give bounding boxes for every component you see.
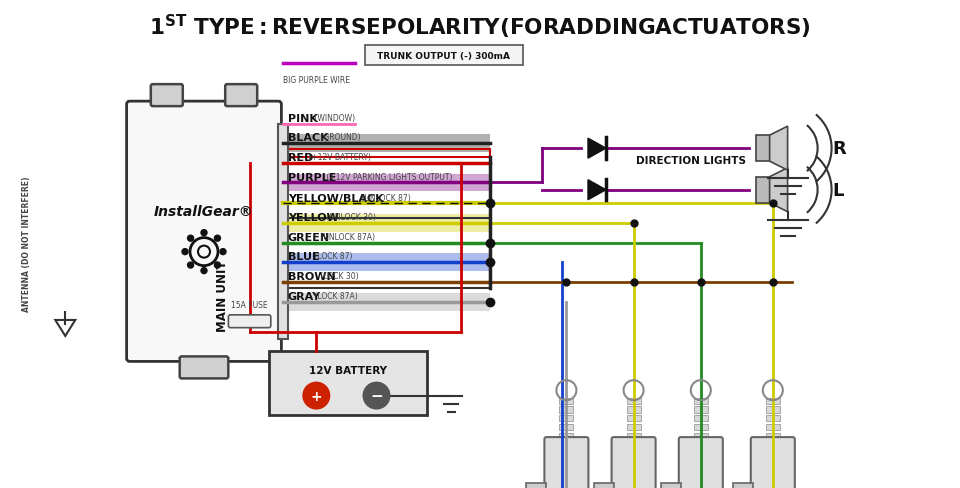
FancyBboxPatch shape (560, 433, 573, 439)
Text: YELLOW/BLACK: YELLOW/BLACK (288, 193, 384, 203)
Text: $\mathbf{1}^{\mathbf{ST}}$ $\mathbf{TYPE: REVERSE POLARITY (FOR ADDING ACTUATORS: $\mathbf{1}^{\mathbf{ST}}$ $\mathbf{TYPE… (149, 13, 811, 41)
Text: BLUE: BLUE (288, 252, 320, 262)
Circle shape (182, 249, 188, 255)
FancyBboxPatch shape (766, 415, 780, 422)
FancyBboxPatch shape (766, 424, 780, 430)
FancyBboxPatch shape (766, 398, 780, 404)
FancyBboxPatch shape (151, 85, 182, 107)
Text: (LOCK 87): (LOCK 87) (312, 252, 352, 261)
Circle shape (220, 249, 226, 255)
FancyBboxPatch shape (365, 46, 523, 66)
Text: YELLOW: YELLOW (288, 213, 339, 223)
FancyBboxPatch shape (283, 215, 490, 232)
Text: DIRECTION LIGHTS: DIRECTION LIGHTS (636, 156, 746, 166)
Text: (UNLOCK 87): (UNLOCK 87) (359, 193, 411, 202)
Text: 12V BATTERY: 12V BATTERY (309, 366, 387, 375)
FancyBboxPatch shape (627, 415, 640, 422)
FancyBboxPatch shape (560, 415, 573, 422)
FancyBboxPatch shape (593, 483, 613, 488)
Text: (+12V PARKING LIGHTS OUTPUT): (+12V PARKING LIGHTS OUTPUT) (324, 172, 452, 181)
FancyBboxPatch shape (627, 398, 640, 404)
FancyBboxPatch shape (766, 407, 780, 413)
Text: −: − (371, 388, 383, 403)
Circle shape (363, 382, 391, 410)
FancyBboxPatch shape (228, 315, 271, 328)
Text: TRUNK OUTPUT (-) 300mA: TRUNK OUTPUT (-) 300mA (377, 52, 510, 61)
FancyBboxPatch shape (526, 483, 546, 488)
Text: InstallGear®: InstallGear® (155, 204, 253, 219)
FancyBboxPatch shape (544, 437, 588, 488)
FancyBboxPatch shape (751, 437, 795, 488)
FancyBboxPatch shape (627, 407, 640, 413)
FancyBboxPatch shape (627, 424, 640, 430)
Text: (UNLOCK 30): (UNLOCK 30) (324, 213, 375, 222)
Text: ANTENNA (DO NOT INTERFERE): ANTENNA (DO NOT INTERFERE) (22, 176, 32, 312)
Text: L: L (832, 182, 844, 199)
Circle shape (201, 268, 207, 274)
FancyBboxPatch shape (766, 433, 780, 439)
FancyBboxPatch shape (694, 433, 708, 439)
FancyBboxPatch shape (283, 294, 490, 311)
Text: +: + (310, 389, 323, 403)
FancyBboxPatch shape (694, 407, 708, 413)
Text: (UNLOCK 87A): (UNLOCK 87A) (318, 232, 374, 241)
FancyBboxPatch shape (180, 357, 228, 379)
FancyBboxPatch shape (694, 424, 708, 430)
FancyBboxPatch shape (612, 437, 656, 488)
Text: BLACK: BLACK (288, 133, 328, 143)
Circle shape (187, 263, 194, 268)
Text: MAIN UNIT: MAIN UNIT (215, 260, 228, 331)
Text: PINK: PINK (288, 114, 318, 123)
Text: GRAY: GRAY (288, 292, 322, 302)
FancyBboxPatch shape (694, 398, 708, 404)
FancyBboxPatch shape (679, 437, 723, 488)
Circle shape (214, 263, 221, 268)
FancyBboxPatch shape (283, 254, 490, 271)
Text: (+12V BATTERY): (+12V BATTERY) (306, 153, 371, 162)
Text: (GROUND): (GROUND) (318, 133, 360, 142)
Circle shape (214, 236, 221, 242)
FancyBboxPatch shape (278, 124, 288, 339)
Polygon shape (756, 177, 770, 203)
FancyBboxPatch shape (127, 102, 281, 362)
Polygon shape (588, 181, 606, 200)
Text: PURPLE: PURPLE (288, 172, 336, 182)
Polygon shape (770, 127, 787, 171)
Polygon shape (770, 168, 787, 212)
Text: (LOCK 30): (LOCK 30) (318, 271, 358, 280)
Circle shape (302, 382, 330, 410)
Text: (LOCK 87A): (LOCK 87A) (312, 292, 357, 301)
Text: BIG PURPLE WIRE: BIG PURPLE WIRE (283, 76, 350, 84)
Text: R: R (832, 140, 847, 158)
Text: RED: RED (288, 153, 313, 163)
FancyBboxPatch shape (660, 483, 681, 488)
Text: BROWN: BROWN (288, 271, 336, 281)
FancyBboxPatch shape (694, 415, 708, 422)
FancyBboxPatch shape (560, 398, 573, 404)
FancyBboxPatch shape (226, 85, 257, 107)
FancyBboxPatch shape (283, 135, 490, 153)
FancyBboxPatch shape (560, 424, 573, 430)
Circle shape (201, 230, 207, 236)
Text: (WINDOW): (WINDOW) (312, 114, 355, 122)
Circle shape (187, 236, 194, 242)
FancyBboxPatch shape (283, 174, 490, 192)
FancyBboxPatch shape (560, 407, 573, 413)
Polygon shape (588, 139, 606, 159)
Text: 15A FUSE: 15A FUSE (231, 301, 268, 309)
FancyBboxPatch shape (627, 433, 640, 439)
Text: GREEN: GREEN (288, 232, 330, 242)
FancyBboxPatch shape (269, 351, 427, 415)
Polygon shape (756, 136, 770, 162)
FancyBboxPatch shape (732, 483, 753, 488)
